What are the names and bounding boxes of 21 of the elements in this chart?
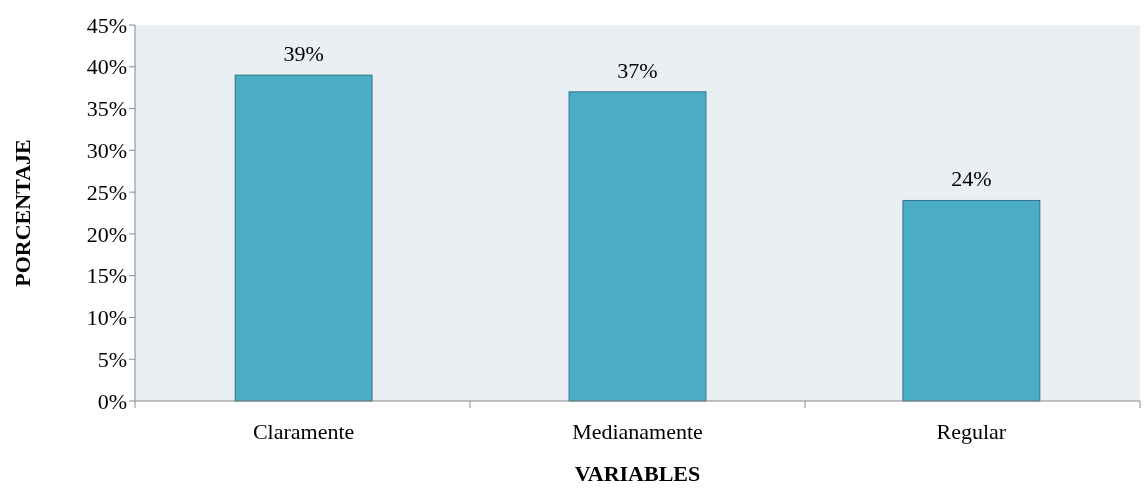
bar <box>902 199 1041 402</box>
y-tick-label: 20% <box>86 221 127 247</box>
bar <box>234 74 373 402</box>
y-tick-label: 10% <box>86 305 127 331</box>
y-tick-label: 30% <box>86 138 127 164</box>
y-tick-label: 0% <box>97 388 127 414</box>
y-axis-title: PORCENTAJE <box>10 139 35 287</box>
y-tick-label: 5% <box>97 346 127 372</box>
y-tick-label: 40% <box>86 54 127 80</box>
y-tick-label: 45% <box>86 12 127 38</box>
y-tick-label: 15% <box>86 263 127 289</box>
data-label: 24% <box>951 166 992 192</box>
bar <box>568 91 707 402</box>
x-tick-label: Regular <box>936 419 1007 444</box>
y-tick-label: 35% <box>86 96 127 122</box>
data-label: 37% <box>617 57 658 83</box>
x-axis-title: VARIABLES <box>574 461 701 486</box>
x-tick-label: Medianamente <box>572 419 703 444</box>
x-tick-label: Claramente <box>252 419 355 444</box>
y-tick-label: 25% <box>86 179 127 205</box>
data-label: 39% <box>283 41 324 67</box>
